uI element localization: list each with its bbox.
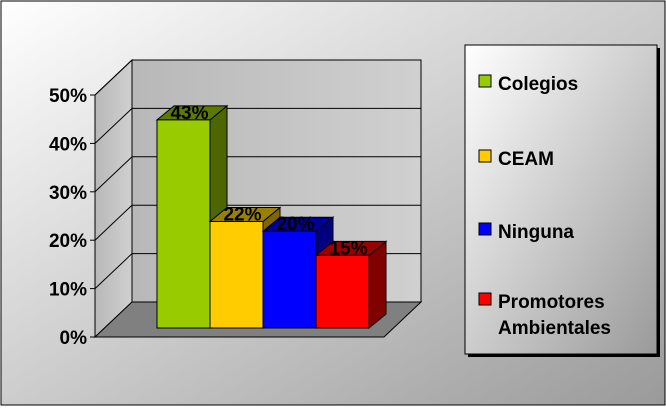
- y-tick-label: 20%: [49, 231, 87, 252]
- bar-front: [156, 119, 211, 329]
- side-wall: [94, 58, 133, 339]
- legend-swatch: [478, 74, 492, 88]
- bar: [155, 104, 229, 330]
- bar: [314, 240, 388, 330]
- gridline: [94, 107, 421, 144]
- bar-front: [262, 230, 317, 329]
- legend-swatch: [478, 222, 492, 236]
- bar-front: [315, 254, 370, 329]
- bar-front: [209, 221, 264, 329]
- data-label-group: 43% 22% 20% 15%: [170, 103, 367, 260]
- data-label: 20%: [276, 214, 314, 235]
- y-tick-label: 40%: [49, 134, 87, 155]
- bar-side: [368, 240, 387, 330]
- y-tick-label: 10%: [49, 280, 87, 301]
- legend-swatch: [478, 292, 492, 306]
- legend-label: Colegios: [498, 74, 578, 95]
- y-tick-label: 30%: [49, 183, 87, 204]
- bar-group: [155, 104, 388, 330]
- legend-label: Ninguna: [498, 222, 574, 243]
- y-tick-label: 0%: [60, 328, 88, 349]
- legend-box: [464, 44, 658, 355]
- data-label: 43%: [170, 103, 208, 124]
- y-axis: 0% 10% 20% 30% 40% 50%: [49, 86, 96, 349]
- gridline: [94, 156, 421, 193]
- data-label: 15%: [329, 238, 367, 259]
- legend-label: Promotores: [498, 292, 605, 313]
- legend-label: Ambientales: [498, 318, 611, 339]
- y-tick-label: 50%: [49, 86, 87, 107]
- data-label: 22%: [223, 205, 261, 226]
- gridline: [94, 59, 421, 96]
- legend: Colegios CEAM Ninguna Promotores Ambientales: [464, 44, 660, 357]
- legend-swatch: [478, 149, 492, 163]
- gridline: [94, 204, 421, 241]
- legend-label: CEAM: [498, 149, 554, 170]
